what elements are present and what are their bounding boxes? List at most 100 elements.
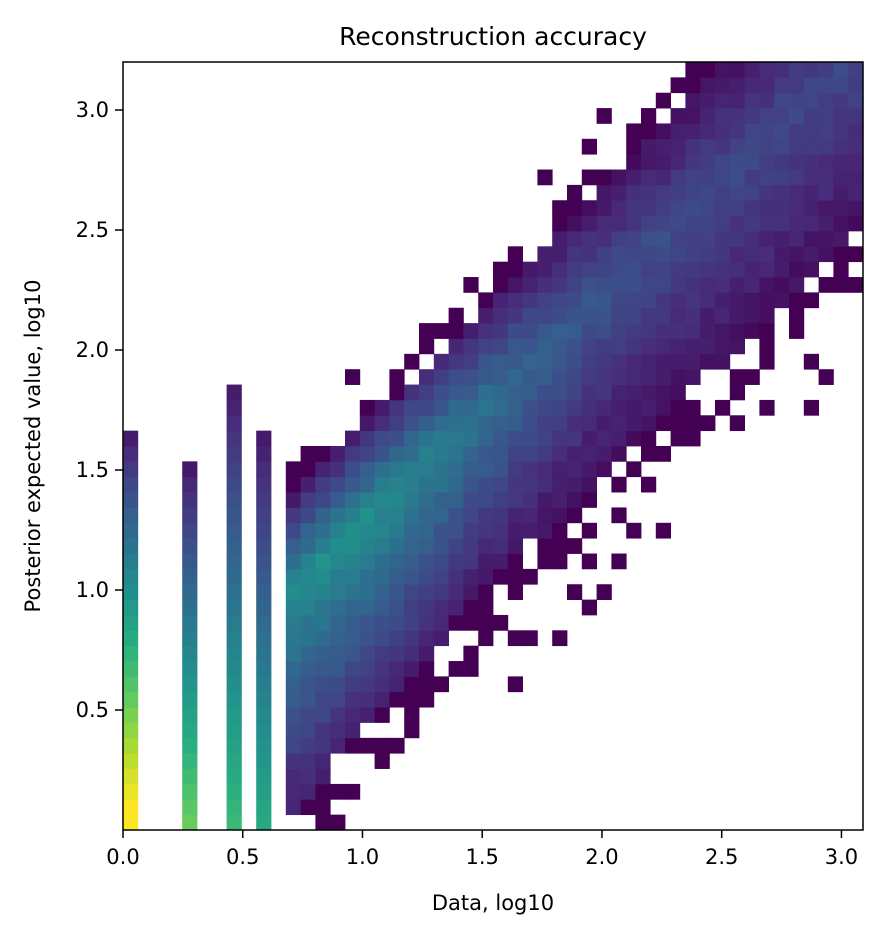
- heatmap-cell: [715, 169, 731, 186]
- y-tick-label: 1.5: [76, 458, 109, 482]
- y-tick-label: 1.0: [76, 578, 109, 602]
- heatmap-cell: [655, 154, 671, 170]
- heatmap-cell: [700, 246, 716, 263]
- heatmap-cell: [655, 169, 671, 186]
- heatmap-cell: [226, 768, 242, 785]
- heatmap-cell: [655, 353, 671, 370]
- heatmap-cell: [419, 430, 435, 447]
- heatmap-cell: [759, 307, 775, 324]
- heatmap-cell: [463, 492, 479, 508]
- heatmap-cell: [226, 492, 242, 508]
- heatmap-cell: [552, 538, 568, 554]
- heatmap-cell: [700, 277, 716, 293]
- heatmap-cell: [685, 369, 701, 385]
- heatmap-cell: [759, 292, 775, 309]
- heatmap-cell: [285, 538, 301, 554]
- heatmap-cell: [567, 353, 583, 370]
- heatmap-cell: [774, 184, 790, 201]
- heatmap-cell: [833, 123, 849, 140]
- heatmap-cell: [389, 399, 405, 416]
- heatmap-cell: [700, 200, 716, 216]
- heatmap-cell: [404, 446, 420, 462]
- heatmap-cell: [507, 384, 523, 401]
- heatmap-cell: [848, 138, 864, 155]
- heatmap-cell: [700, 261, 716, 278]
- heatmap-cell: [833, 200, 849, 216]
- heatmap-cell: [493, 277, 509, 293]
- heatmap-cell: [552, 630, 568, 647]
- heatmap-cell: [478, 323, 494, 339]
- heatmap-cell: [345, 492, 361, 508]
- heatmap-cell: [374, 737, 390, 754]
- heatmap-cell: [419, 369, 435, 385]
- heatmap-cell: [774, 62, 790, 78]
- heatmap-cell: [345, 783, 361, 800]
- heatmap-cell: [803, 353, 819, 370]
- heatmap-cell: [581, 307, 597, 324]
- heatmap-cell: [123, 783, 139, 800]
- heatmap-cell: [626, 154, 642, 170]
- heatmap-cell: [552, 215, 568, 232]
- heatmap-cell: [818, 154, 834, 170]
- heatmap-cell: [596, 184, 612, 201]
- heatmap-cell: [670, 154, 686, 170]
- heatmap-cell: [448, 584, 464, 600]
- heatmap-cell: [552, 461, 568, 478]
- heatmap-cell: [256, 430, 272, 447]
- heatmap-cell: [729, 369, 745, 385]
- heatmap-cell: [833, 277, 849, 293]
- heatmap-cell: [596, 353, 612, 370]
- heatmap-cell: [567, 230, 583, 247]
- heatmap-cell: [848, 62, 864, 78]
- heatmap-cell: [641, 230, 657, 247]
- heatmap-cell: [433, 614, 449, 631]
- heatmap-cell: [345, 476, 361, 493]
- heatmap-cell: [359, 538, 375, 554]
- heatmap-cell: [433, 507, 449, 524]
- heatmap-cell: [833, 169, 849, 186]
- heatmap-cell: [552, 446, 568, 462]
- heatmap-cell: [419, 522, 435, 539]
- heatmap-cell: [359, 430, 375, 447]
- heatmap-cell: [478, 476, 494, 493]
- heatmap-cell: [567, 415, 583, 432]
- heatmap-cell: [330, 737, 346, 754]
- heatmap-cell: [596, 215, 612, 232]
- heatmap-cell: [655, 446, 671, 462]
- heatmap-cell: [463, 323, 479, 339]
- heatmap-cell: [552, 369, 568, 385]
- heatmap-cell: [256, 476, 272, 493]
- heatmap-cell: [300, 799, 316, 816]
- heatmap-cell: [833, 261, 849, 278]
- heatmap-cell: [315, 645, 331, 662]
- heatmap-cell: [182, 814, 198, 831]
- heatmap-cell: [715, 261, 731, 278]
- heatmap-cell: [715, 399, 731, 416]
- heatmap-cell: [226, 415, 242, 432]
- heatmap-cell: [715, 77, 731, 94]
- heatmap-cell: [300, 783, 316, 800]
- heatmap-cell: [315, 707, 331, 723]
- heatmap-cell: [182, 799, 198, 816]
- heatmap-cell: [670, 108, 686, 124]
- heatmap-cell: [611, 430, 627, 447]
- heatmap-cell: [537, 384, 553, 401]
- heatmap-cell: [448, 415, 464, 432]
- heatmap-cell: [670, 384, 686, 401]
- heatmap-cell: [789, 307, 805, 324]
- heatmap-cell: [641, 277, 657, 293]
- heatmap-cell: [300, 630, 316, 647]
- heatmap-cell: [404, 538, 420, 554]
- heatmap-cell: [685, 62, 701, 78]
- heatmap-cell: [552, 353, 568, 370]
- y-axis-label: Posterior expected value, log10: [21, 280, 45, 613]
- heatmap-cell: [226, 645, 242, 662]
- heatmap-cell: [789, 277, 805, 293]
- heatmap-cell: [729, 338, 745, 355]
- heatmap-cell: [507, 538, 523, 554]
- heatmap-cell: [611, 261, 627, 278]
- heatmap-cell: [433, 430, 449, 447]
- heatmap-cell: [315, 492, 331, 508]
- heatmap-cell: [493, 522, 509, 539]
- heatmap-cell: [433, 522, 449, 539]
